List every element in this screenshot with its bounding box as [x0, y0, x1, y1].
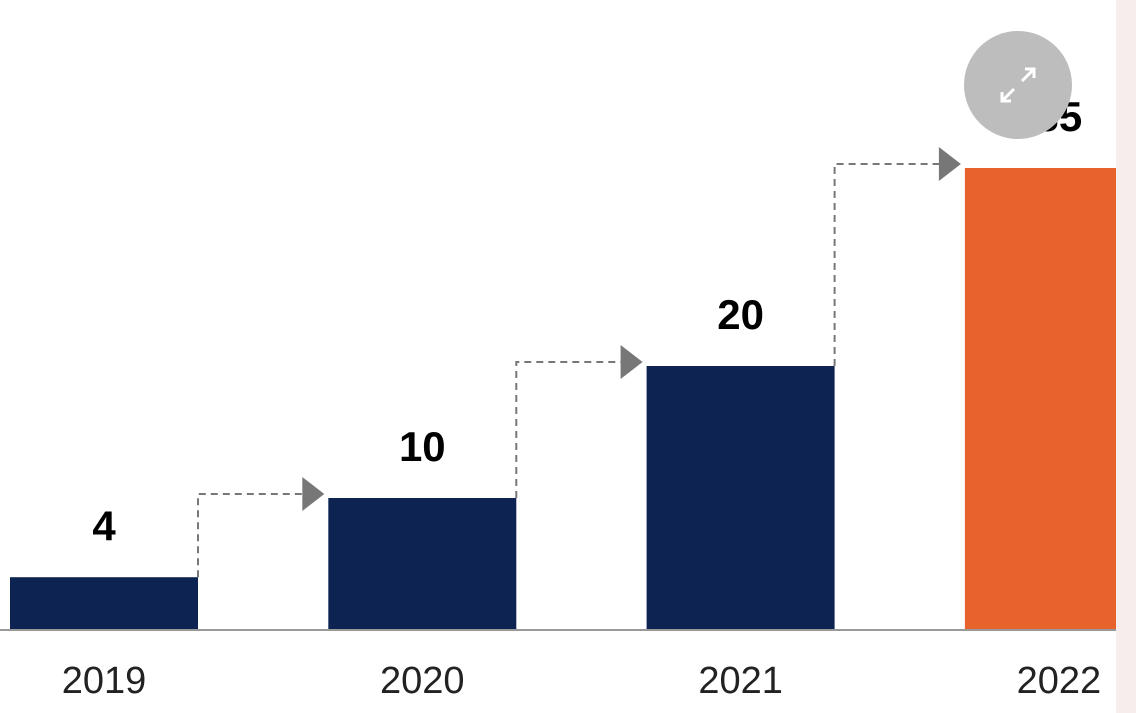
bar — [646, 366, 835, 630]
connector-arrow — [938, 147, 961, 181]
expand-button[interactable] — [964, 31, 1072, 139]
value-label: 20 — [717, 291, 764, 338]
bar — [328, 498, 517, 630]
expand-button-bg[interactable] — [964, 31, 1072, 139]
expand-icon[interactable] — [1000, 67, 1036, 103]
connector — [833, 163, 941, 366]
x-tick-label: 2021 — [698, 660, 783, 702]
x-tick-label: 2022 — [1017, 660, 1102, 702]
value-label: 4 — [92, 502, 116, 549]
connector — [197, 493, 305, 578]
connector-arrow — [302, 477, 325, 511]
connector — [515, 361, 623, 498]
connector-arrow — [620, 345, 643, 379]
value-label: 10 — [399, 423, 446, 470]
bar — [10, 577, 198, 630]
x-tick-label: 2019 — [62, 660, 147, 702]
bar — [964, 168, 1116, 630]
x-tick-label: 2020 — [380, 660, 465, 702]
